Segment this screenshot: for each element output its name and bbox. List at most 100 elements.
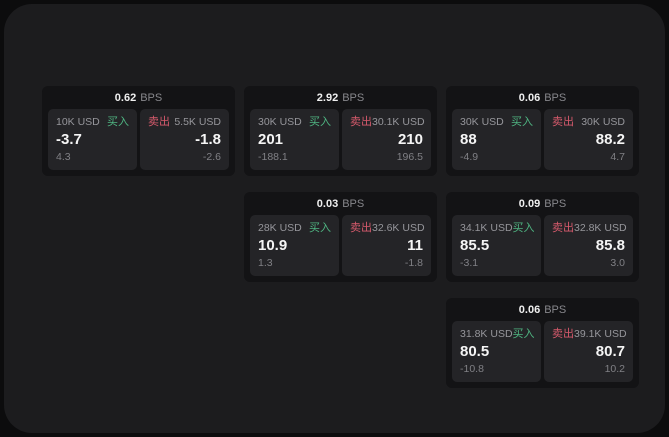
buy-price: 85.5 bbox=[460, 237, 490, 254]
bps-label: BPS bbox=[544, 91, 567, 104]
bps-label: BPS bbox=[140, 91, 163, 104]
sell-side-label: 卖出 bbox=[552, 328, 574, 340]
sell-tile-top-row: 卖出 30K USD bbox=[552, 116, 625, 128]
sell-quote-tile[interactable]: 卖出 39.1K USD 80.7 10.2 bbox=[544, 321, 633, 382]
spread-value: 0.62 bbox=[114, 91, 137, 104]
sell-size-label: 39.1K USD bbox=[574, 328, 627, 340]
sell-price: -1.8 bbox=[195, 131, 221, 148]
buy-side-label: 买入 bbox=[512, 328, 535, 340]
spread-value: 2.92 bbox=[316, 91, 339, 104]
sell-side-label: 卖出 bbox=[552, 222, 574, 234]
quote-card: 0.09 BPS 34.1K USD 买入 85.5 -3.1 卖出 bbox=[446, 192, 639, 282]
buy-tile-top-row: 30K USD 买入 bbox=[460, 116, 533, 128]
spread-value: 0.06 bbox=[518, 303, 541, 316]
buy-quote-tile[interactable]: 30K USD 买入 88 -4.9 bbox=[452, 109, 541, 170]
buy-delta: -10.8 bbox=[460, 363, 484, 375]
sell-side-label: 卖出 bbox=[552, 116, 574, 128]
sell-side-label: 卖出 bbox=[350, 116, 372, 128]
spread-header: 0.06 BPS bbox=[446, 86, 639, 109]
quote-card-body: 28K USD 买入 10.9 1.3 卖出 32.6K USD 11 -1.8 bbox=[244, 215, 437, 282]
sell-quote-tile[interactable]: 卖出 5.5K USD -1.8 -2.6 bbox=[140, 109, 229, 170]
quote-card: 0.03 BPS 28K USD 买入 10.9 1.3 卖出 bbox=[244, 192, 437, 282]
buy-size-label: 34.1K USD bbox=[460, 222, 513, 234]
sell-delta: 4.7 bbox=[610, 151, 625, 163]
spread-value: 0.06 bbox=[518, 91, 541, 104]
sell-size-label: 32.6K USD bbox=[372, 222, 425, 234]
sell-size-label: 5.5K USD bbox=[174, 116, 221, 128]
quote-card: 0.62 BPS 10K USD 买入 -3.7 4.3 卖出 bbox=[42, 86, 235, 176]
sell-price: 11 bbox=[407, 237, 423, 254]
sell-price: 88.2 bbox=[595, 131, 625, 148]
sell-delta: -1.8 bbox=[404, 257, 423, 269]
buy-size-label: 30K USD bbox=[258, 116, 302, 128]
sell-delta: 3.0 bbox=[610, 257, 625, 269]
buy-price: 10.9 bbox=[258, 237, 288, 254]
buy-quote-tile[interactable]: 34.1K USD 买入 85.5 -3.1 bbox=[452, 215, 541, 276]
sell-price: 80.7 bbox=[595, 343, 625, 360]
sell-quote-tile[interactable]: 卖出 32.8K USD 85.8 3.0 bbox=[544, 215, 633, 276]
quote-card: 2.92 BPS 30K USD 买入 201 -188.1 卖出 bbox=[244, 86, 437, 176]
buy-side-label: 买入 bbox=[309, 222, 331, 234]
quote-card-body: 30K USD 买入 88 -4.9 卖出 30K USD 88.2 4.7 bbox=[446, 109, 639, 176]
buy-price: 88 bbox=[460, 131, 477, 148]
buy-size-label: 10K USD bbox=[56, 116, 100, 128]
buy-price: 80.5 bbox=[460, 343, 490, 360]
buy-delta: 1.3 bbox=[258, 257, 273, 269]
sell-delta: -2.6 bbox=[202, 151, 221, 163]
buy-tile-top-row: 31.8K USD 买入 bbox=[460, 328, 535, 340]
quote-card-body: 34.1K USD 买入 85.5 -3.1 卖出 32.8K USD 85.8… bbox=[446, 215, 639, 282]
sell-quote-tile[interactable]: 卖出 30.1K USD 210 196.5 bbox=[342, 109, 431, 170]
quote-card-grid: 0.62 BPS 10K USD 买入 -3.7 4.3 卖出 bbox=[42, 86, 639, 388]
bps-label: BPS bbox=[544, 303, 567, 316]
buy-tile-top-row: 28K USD 买入 bbox=[258, 222, 331, 234]
quote-card-body: 10K USD 买入 -3.7 4.3 卖出 5.5K USD -1.8 -2.… bbox=[42, 109, 235, 176]
spread-header: 0.06 BPS bbox=[446, 298, 639, 321]
buy-delta: -4.9 bbox=[460, 151, 479, 163]
sell-tile-top-row: 卖出 32.8K USD bbox=[552, 222, 627, 234]
sell-side-label: 卖出 bbox=[350, 222, 372, 234]
sell-quote-tile[interactable]: 卖出 32.6K USD 11 -1.8 bbox=[342, 215, 431, 276]
sell-tile-top-row: 卖出 39.1K USD bbox=[552, 328, 627, 340]
buy-price: -3.7 bbox=[56, 131, 82, 148]
buy-side-label: 买入 bbox=[309, 116, 331, 128]
sell-size-label: 30K USD bbox=[581, 116, 625, 128]
sell-tile-top-row: 卖出 30.1K USD bbox=[350, 116, 425, 128]
sell-price: 85.8 bbox=[595, 237, 625, 254]
sell-tile-top-row: 卖出 5.5K USD bbox=[148, 116, 221, 128]
buy-price: 201 bbox=[258, 131, 284, 148]
sell-quote-tile[interactable]: 卖出 30K USD 88.2 4.7 bbox=[544, 109, 633, 170]
spread-header: 0.09 BPS bbox=[446, 192, 639, 215]
buy-quote-tile[interactable]: 31.8K USD 买入 80.5 -10.8 bbox=[452, 321, 541, 382]
sell-size-label: 30.1K USD bbox=[372, 116, 425, 128]
buy-size-label: 31.8K USD bbox=[460, 328, 513, 340]
quote-card-body: 31.8K USD 买入 80.5 -10.8 卖出 39.1K USD 80.… bbox=[446, 321, 639, 388]
sell-size-label: 32.8K USD bbox=[574, 222, 627, 234]
sell-price: 210 bbox=[397, 131, 423, 148]
main-surface: 0.62 BPS 10K USD 买入 -3.7 4.3 卖出 bbox=[4, 4, 665, 433]
buy-side-label: 买入 bbox=[107, 116, 129, 128]
quote-card-body: 30K USD 买入 201 -188.1 卖出 30.1K USD 210 1… bbox=[244, 109, 437, 176]
buy-quote-tile[interactable]: 30K USD 买入 201 -188.1 bbox=[250, 109, 339, 170]
sell-side-label: 卖出 bbox=[148, 116, 170, 128]
bps-label: BPS bbox=[342, 197, 365, 210]
spread-header: 0.03 BPS bbox=[244, 192, 437, 215]
buy-size-label: 30K USD bbox=[460, 116, 504, 128]
spread-header: 0.62 BPS bbox=[42, 86, 235, 109]
buy-delta: -3.1 bbox=[460, 257, 479, 269]
quote-card: 0.06 BPS 31.8K USD 买入 80.5 -10.8 卖 bbox=[446, 298, 639, 388]
quote-card: 0.06 BPS 30K USD 买入 88 -4.9 卖出 bbox=[446, 86, 639, 176]
bps-label: BPS bbox=[544, 197, 567, 210]
buy-delta: -188.1 bbox=[258, 151, 288, 163]
buy-tile-top-row: 30K USD 买入 bbox=[258, 116, 331, 128]
buy-size-label: 28K USD bbox=[258, 222, 302, 234]
sell-delta: 10.2 bbox=[604, 363, 625, 375]
sell-delta: 196.5 bbox=[396, 151, 423, 163]
buy-side-label: 买入 bbox=[511, 116, 533, 128]
buy-quote-tile[interactable]: 28K USD 买入 10.9 1.3 bbox=[250, 215, 339, 276]
sell-tile-top-row: 卖出 32.6K USD bbox=[350, 222, 425, 234]
spread-value: 0.03 bbox=[316, 197, 339, 210]
buy-tile-top-row: 34.1K USD 买入 bbox=[460, 222, 535, 234]
buy-quote-tile[interactable]: 10K USD 买入 -3.7 4.3 bbox=[48, 109, 137, 170]
buy-side-label: 买入 bbox=[512, 222, 535, 234]
